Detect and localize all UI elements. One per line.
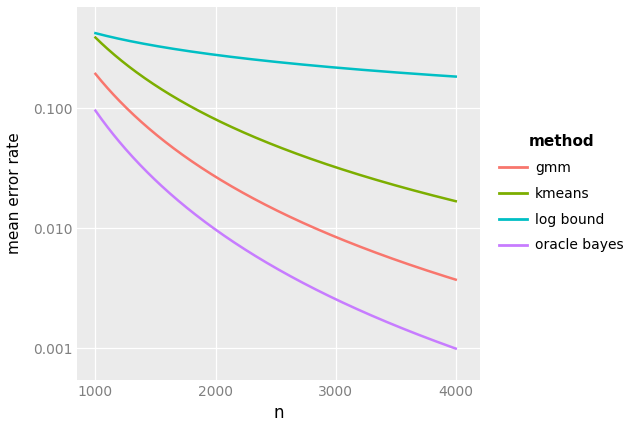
X-axis label: n: n xyxy=(273,404,284,422)
Y-axis label: mean error rate: mean error rate xyxy=(7,133,22,254)
Legend: gmm, kmeans, log bound, oracle bayes: gmm, kmeans, log bound, oracle bayes xyxy=(491,126,632,261)
